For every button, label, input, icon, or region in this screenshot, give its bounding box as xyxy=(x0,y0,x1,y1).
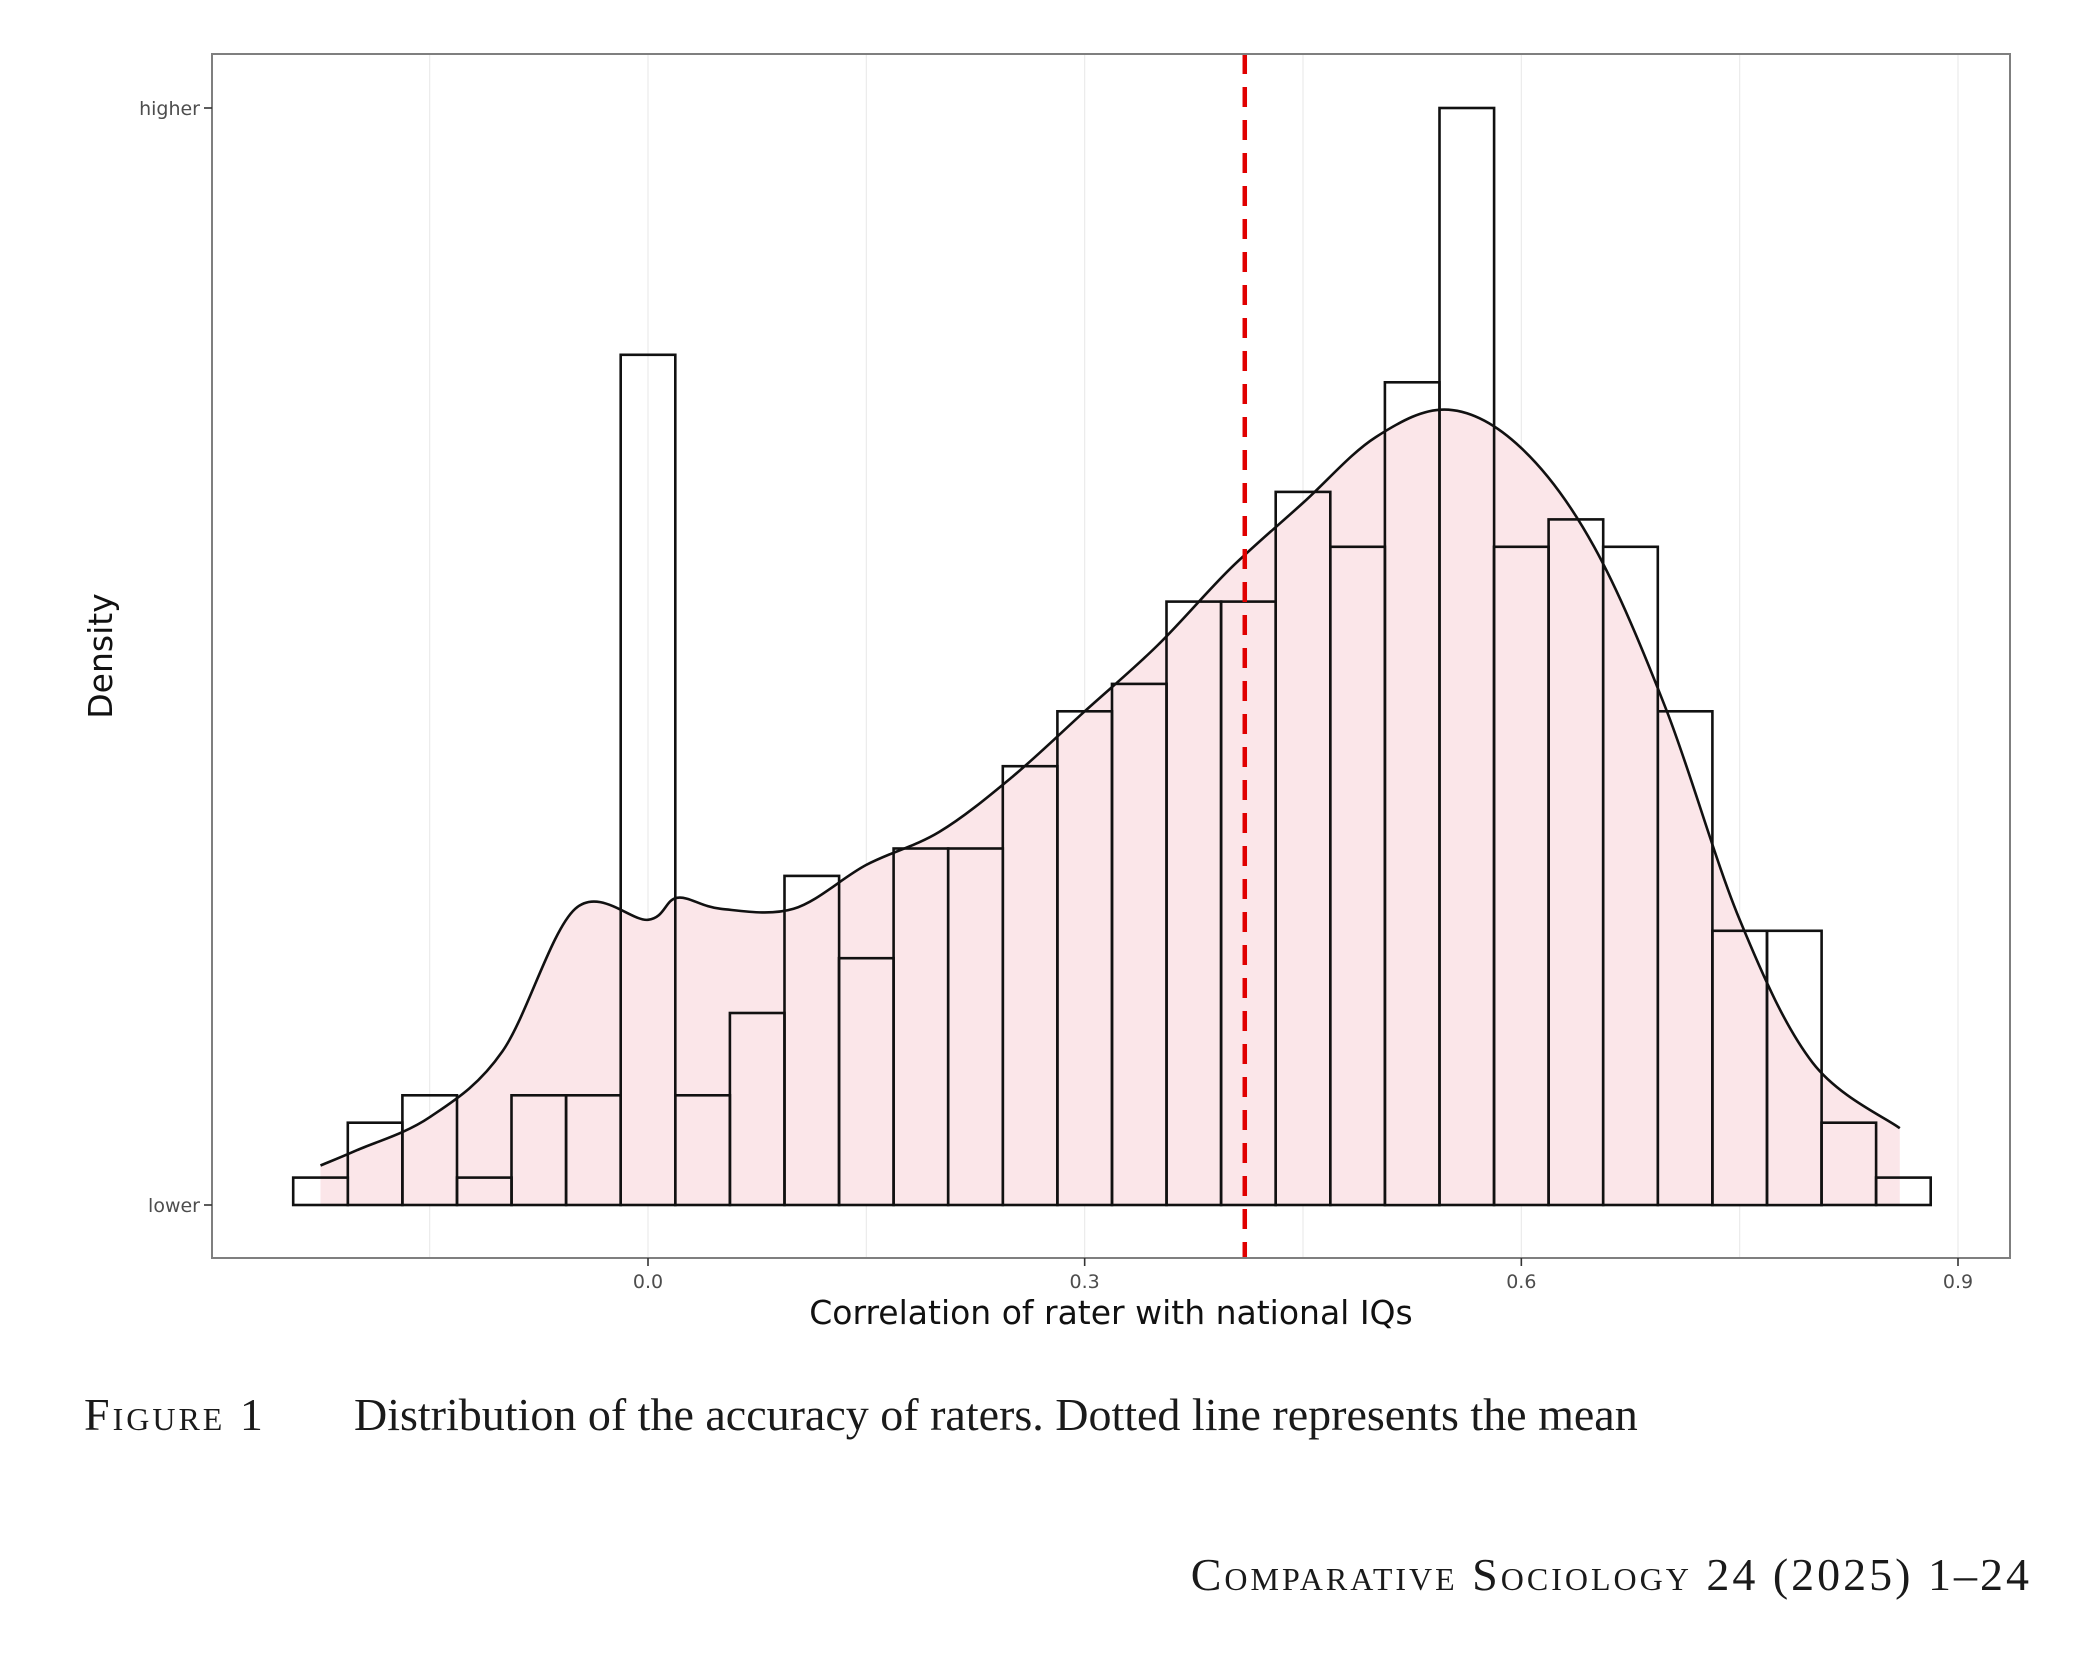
y-axis-ticks: lower higher xyxy=(139,98,212,1217)
histogram-bar xyxy=(619,353,677,1207)
histogram-bar xyxy=(1820,1121,1878,1207)
histogram-chart: 0.0 0.3 0.6 0.9 lower higher Correlation of … xyxy=(81,53,2011,1332)
y-tick-label: higher xyxy=(139,98,200,120)
x-tick-label: 0.0 xyxy=(633,1271,663,1293)
density-area-fill xyxy=(320,409,1900,1206)
x-axis-title: Correlation of rater with national IQs xyxy=(809,1293,1412,1332)
x-tick-label: 0.9 xyxy=(1943,1271,1973,1293)
histogram-bar xyxy=(1765,929,1823,1207)
journal-footer: Comparative Sociology 24 (2025) 1–24 xyxy=(1190,1549,2032,1600)
y-axis-title: Density xyxy=(81,593,120,718)
caption-text: Distribution of the accuracy of raters. … xyxy=(354,1389,1638,1440)
figure-caption: Figure 1 Distribution of the accuracy of … xyxy=(84,1388,1638,1441)
figure-label: Figure 1 xyxy=(84,1389,266,1440)
x-tick-label: 0.3 xyxy=(1070,1271,1100,1293)
histogram-bar xyxy=(1874,1176,1932,1207)
x-axis-ticks: 0.0 0.3 0.6 0.9 xyxy=(633,1258,1973,1293)
panel-border xyxy=(211,53,2011,1259)
y-tick-label: lower xyxy=(148,1195,200,1217)
histogram-bars xyxy=(291,106,1932,1207)
density-curve xyxy=(319,408,1901,1167)
histogram-bar xyxy=(401,1094,459,1207)
x-tick-label: 0.6 xyxy=(1506,1271,1536,1293)
